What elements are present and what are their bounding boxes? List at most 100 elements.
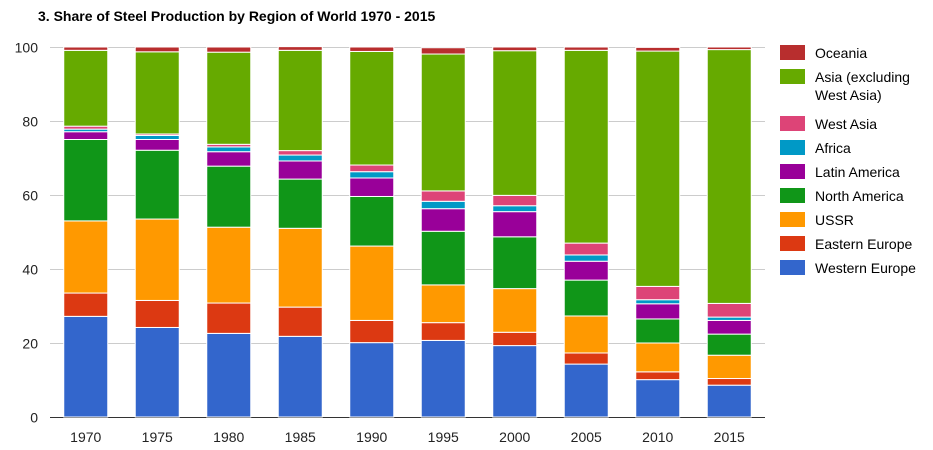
bar-segment-latin-america-2010 xyxy=(635,303,681,320)
legend-swatch xyxy=(780,212,805,227)
legend-item[interactable]: Western Europe xyxy=(780,259,925,277)
y-tick-label: 80 xyxy=(22,114,38,130)
bar-segment-africa-1990 xyxy=(349,171,395,179)
bar-segment-ussr-2010 xyxy=(635,342,681,373)
x-tick-label: 1970 xyxy=(70,429,101,445)
bar-segment-ussr-1990 xyxy=(349,245,395,321)
bar-segment-asia-excluding-west-asia-2005 xyxy=(563,49,609,244)
bar-segment-north-america-1990 xyxy=(349,195,395,247)
bar-segment-western-europe-1970 xyxy=(63,315,109,418)
bar-segment-africa-1985 xyxy=(277,154,323,162)
legend-label: Africa xyxy=(815,140,851,156)
bar-segment-latin-america-2000 xyxy=(492,211,538,238)
bar-segment-north-america-1995 xyxy=(420,230,466,286)
bar-segment-eastern-europe-1980 xyxy=(206,302,252,334)
bar-segment-asia-excluding-west-asia-2015 xyxy=(706,49,752,304)
x-tick-label: 1980 xyxy=(213,429,244,445)
bar-segment-eastern-europe-1970 xyxy=(63,292,109,317)
bar-segment-latin-america-1970 xyxy=(63,131,109,140)
x-tick-label: 1985 xyxy=(285,429,316,445)
legend-item[interactable]: West Asia xyxy=(780,115,925,133)
bar-segment-asia-excluding-west-asia-1995 xyxy=(420,53,466,192)
bar-segment-africa-2010 xyxy=(635,299,681,305)
bar-segment-latin-america-1975 xyxy=(134,139,180,151)
x-tick-label: 1995 xyxy=(428,429,459,445)
bar-segment-oceania-2015 xyxy=(706,46,752,51)
bar-segment-ussr-2015 xyxy=(706,354,752,380)
bar-segment-north-america-2010 xyxy=(635,318,681,344)
bar-segment-africa-1980 xyxy=(206,146,252,153)
legend-item[interactable]: North America xyxy=(780,187,925,205)
x-tick-label: 2010 xyxy=(642,429,673,445)
bar-segment-western-europe-1980 xyxy=(206,332,252,418)
bar-segment-ussr-1985 xyxy=(277,227,323,308)
bar-segment-eastern-europe-1985 xyxy=(277,306,323,337)
bar-segment-oceania-2000 xyxy=(492,46,538,52)
legend-label: Asia (excluding West Asia) xyxy=(815,69,910,103)
bar-segment-north-america-2005 xyxy=(563,279,609,317)
legend-swatch xyxy=(780,45,805,60)
bar-segment-western-europe-1995 xyxy=(420,339,466,418)
bar-segment-oceania-1985 xyxy=(277,46,323,51)
bar-segment-latin-america-1995 xyxy=(420,208,466,232)
x-tick-label: 2000 xyxy=(499,429,530,445)
legend-swatch xyxy=(780,236,805,251)
bar-segment-africa-1995 xyxy=(420,200,466,210)
bar-segment-north-america-2000 xyxy=(492,236,538,290)
bar-segment-ussr-2005 xyxy=(563,315,609,354)
legend-item[interactable]: Latin America xyxy=(780,163,925,181)
bar-segment-western-europe-2010 xyxy=(635,379,681,418)
bar-segment-ussr-1975 xyxy=(134,218,180,301)
bar-segment-oceania-2010 xyxy=(635,46,681,52)
bar-segment-ussr-1970 xyxy=(63,220,109,294)
chart-title: 3. Share of Steel Production by Region o… xyxy=(38,8,436,24)
legend-item[interactable]: Africa xyxy=(780,139,925,157)
bar-segment-west-asia-1985 xyxy=(277,150,323,156)
bar-segment-ussr-1980 xyxy=(206,226,252,304)
legend-label: Western Europe xyxy=(815,260,916,276)
legend-swatch xyxy=(780,140,805,155)
y-tick-label: 20 xyxy=(22,336,38,352)
bar-segment-eastern-europe-2005 xyxy=(563,352,609,365)
bar-segment-north-america-1980 xyxy=(206,165,252,228)
bar-segment-west-asia-1995 xyxy=(420,190,466,202)
legend-item[interactable]: Oceania xyxy=(780,44,925,62)
legend-label: West Asia xyxy=(815,116,877,132)
bar-segment-west-asia-2015 xyxy=(706,302,752,318)
bar-segment-western-europe-2000 xyxy=(492,345,538,418)
bar-segment-latin-america-1985 xyxy=(277,160,323,180)
legend-label: USSR xyxy=(815,212,854,228)
bar-segment-western-europe-2005 xyxy=(563,363,609,418)
bar-segment-north-america-1985 xyxy=(277,178,323,229)
legend-label: Latin America xyxy=(815,164,900,180)
bar-segment-ussr-2000 xyxy=(492,288,538,333)
bar-segment-asia-excluding-west-asia-1990 xyxy=(349,50,395,166)
bar-segment-eastern-europe-1975 xyxy=(134,299,180,328)
y-tick-label: 40 xyxy=(22,262,38,278)
bar-segment-asia-excluding-west-asia-1980 xyxy=(206,51,252,145)
bar-segment-oceania-1975 xyxy=(134,46,180,53)
bar-segment-asia-excluding-west-asia-2010 xyxy=(635,50,681,287)
bar-segment-north-america-1975 xyxy=(134,149,180,220)
bar-segment-western-europe-1975 xyxy=(134,326,180,418)
bar-segment-asia-excluding-west-asia-1975 xyxy=(134,51,180,135)
x-tick-label: 1990 xyxy=(356,429,387,445)
bar-segment-oceania-1980 xyxy=(206,46,252,53)
legend-item[interactable]: USSR xyxy=(780,211,925,229)
bar-segment-africa-1975 xyxy=(134,134,180,140)
bar-segment-latin-america-2005 xyxy=(563,260,609,281)
bar-segment-africa-2000 xyxy=(492,205,538,213)
bar-segment-west-asia-2005 xyxy=(563,242,609,256)
bar-segment-eastern-europe-1995 xyxy=(420,322,466,341)
bar-segment-eastern-europe-2000 xyxy=(492,331,538,347)
bar-segment-eastern-europe-2015 xyxy=(706,378,752,386)
bar-segment-western-europe-1985 xyxy=(277,335,323,418)
bar-segment-africa-2005 xyxy=(563,254,609,262)
bar-segment-asia-excluding-west-asia-2000 xyxy=(492,50,538,196)
legend-item[interactable]: Eastern Europe xyxy=(780,235,925,253)
legend-item[interactable]: Asia (excluding West Asia) xyxy=(780,68,925,104)
bar-segment-west-asia-1990 xyxy=(349,164,395,173)
bar-segment-western-europe-1990 xyxy=(349,342,395,418)
y-tick-label: 100 xyxy=(15,40,39,56)
bar-segment-ussr-1995 xyxy=(420,284,466,324)
